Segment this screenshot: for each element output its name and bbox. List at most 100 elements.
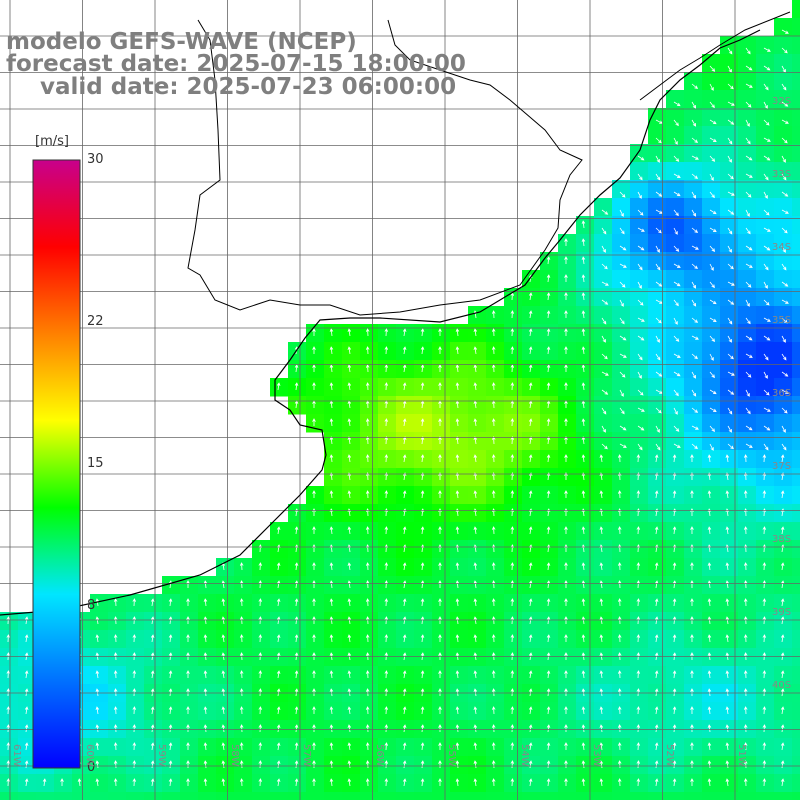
wind-cell	[18, 756, 37, 775]
wind-cell	[738, 504, 757, 523]
wind-cell	[684, 558, 703, 577]
wind-cell	[450, 396, 469, 415]
wind-cell	[720, 414, 739, 433]
colorbar-tick-label: 8	[87, 597, 96, 613]
wind-arrow	[564, 670, 568, 679]
wind-arrow	[528, 490, 533, 499]
wind-cell	[144, 666, 163, 685]
wind-cell	[378, 612, 397, 631]
wind-arrow	[619, 281, 626, 288]
wind-cell	[234, 666, 253, 685]
wind-cell	[324, 360, 343, 379]
colorbar-tick-label: 30	[87, 152, 104, 167]
wind-cell	[720, 342, 739, 361]
wind-cell	[594, 792, 613, 800]
wind-arrow	[438, 598, 442, 607]
wind-arrow	[564, 616, 568, 625]
wind-cell	[630, 630, 649, 649]
wind-cell	[612, 216, 631, 235]
wind-arrow	[601, 335, 606, 343]
wind-cell	[792, 450, 800, 469]
wind-cell	[540, 630, 559, 649]
wind-cell	[432, 666, 451, 685]
wind-arrow	[581, 598, 586, 607]
wind-cell	[612, 648, 631, 667]
wind-arrow	[690, 454, 694, 463]
wind-cell	[504, 522, 523, 541]
wind-arrow	[727, 371, 735, 376]
wind-cell	[738, 774, 757, 793]
wind-cell	[738, 558, 757, 577]
wind-cell	[180, 594, 199, 613]
wind-arrow	[510, 706, 515, 715]
wind-arrow	[781, 137, 788, 144]
wind-arrow	[601, 371, 609, 376]
wind-arrow	[762, 616, 767, 625]
wind-arrow	[745, 317, 751, 325]
wind-arrow	[617, 580, 622, 589]
wind-arrow	[402, 760, 407, 769]
wind-cell	[720, 288, 739, 307]
wind-arrow	[6, 706, 11, 715]
wind-arrow	[203, 724, 208, 733]
wind-arrow	[473, 328, 478, 337]
wind-arrow	[528, 436, 533, 445]
wind-arrow	[239, 778, 244, 787]
wind-arrow	[727, 245, 732, 253]
wind-cell	[792, 288, 800, 307]
wind-cell	[432, 576, 451, 595]
wind-arrow	[528, 634, 533, 643]
wind-cell	[414, 450, 433, 469]
wind-arrow	[672, 760, 677, 769]
wind-cell	[756, 270, 775, 289]
wind-arrow	[473, 688, 478, 697]
wind-arrow	[491, 526, 496, 535]
wind-cell	[702, 666, 721, 685]
wind-cell	[360, 558, 379, 577]
wind-cell	[558, 594, 577, 613]
wind-cell	[216, 666, 235, 685]
wind-cell	[306, 666, 325, 685]
wind-cell	[648, 216, 667, 235]
wind-cell	[414, 738, 433, 757]
wind-cell	[576, 270, 595, 289]
wind-cell	[648, 198, 667, 217]
wind-arrow	[654, 760, 659, 769]
wind-cell	[756, 108, 775, 127]
wind-arrow	[654, 562, 659, 571]
wind-arrow	[455, 634, 460, 643]
wind-cell	[648, 630, 667, 649]
wind-cell	[702, 612, 721, 631]
wind-arrow	[77, 778, 82, 787]
wind-arrow	[673, 389, 679, 397]
wind-arrow	[781, 335, 786, 343]
wind-cell	[522, 756, 541, 775]
wind-cell	[666, 666, 685, 685]
wind-arrow	[24, 634, 29, 643]
wind-arrow	[727, 173, 734, 180]
wind-cell	[504, 648, 523, 667]
wind-arrow	[727, 335, 732, 343]
wind-cell	[540, 540, 559, 559]
wind-cell	[198, 630, 217, 649]
wind-arrow	[581, 526, 586, 535]
wind-cell	[432, 756, 451, 775]
wind-arrow	[258, 562, 263, 571]
wind-arrow	[294, 580, 299, 589]
wind-arrow	[636, 598, 641, 607]
wind-cell	[738, 306, 757, 325]
wind-arrow	[745, 443, 753, 448]
wind-arrow	[672, 724, 677, 733]
wind-arrow	[132, 742, 137, 751]
wind-arrow	[581, 562, 586, 571]
wind-arrow	[294, 724, 299, 733]
wind-arrow	[619, 209, 624, 217]
wind-cell	[792, 630, 800, 649]
wind-cell	[342, 612, 361, 631]
wind-cell	[720, 378, 739, 397]
wind-cell	[288, 558, 307, 577]
wind-cell	[324, 576, 343, 595]
wind-arrow	[781, 173, 787, 181]
wind-arrow	[745, 65, 753, 71]
wind-cell	[792, 576, 800, 595]
